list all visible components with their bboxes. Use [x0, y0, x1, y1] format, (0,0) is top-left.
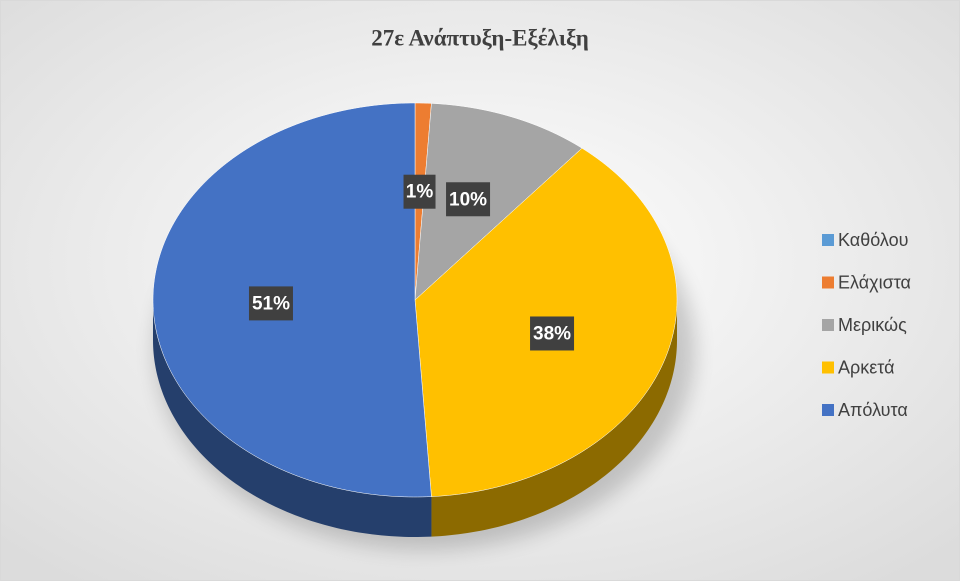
- data-label: 10%: [449, 189, 487, 210]
- slice-side: [153, 300, 432, 537]
- data-label: 1%: [406, 182, 434, 203]
- legend-swatch: [822, 361, 834, 374]
- legend-label: Μερικώς: [838, 315, 907, 335]
- legend-swatch: [822, 276, 834, 289]
- legend-label: Αρκετά: [838, 357, 895, 377]
- data-label: 51%: [252, 293, 290, 314]
- data-label: 38%: [533, 323, 571, 344]
- label-box: [530, 316, 575, 351]
- slice-side: [431, 300, 677, 537]
- slice: [414, 103, 583, 301]
- legend-swatch: [822, 234, 834, 246]
- label-box: [248, 286, 293, 321]
- label-box: [403, 174, 436, 209]
- legend-label: Καθόλου: [838, 230, 908, 250]
- chart-title: 27ε Ανάπτυξη-Εξέλιξη: [371, 25, 589, 50]
- legend-label: Απόλυτα: [838, 400, 908, 420]
- legend-swatch: [822, 404, 834, 416]
- legend-label: Ελάχιστα: [838, 272, 911, 292]
- label-box: [446, 182, 491, 217]
- legend-swatch: [822, 319, 834, 331]
